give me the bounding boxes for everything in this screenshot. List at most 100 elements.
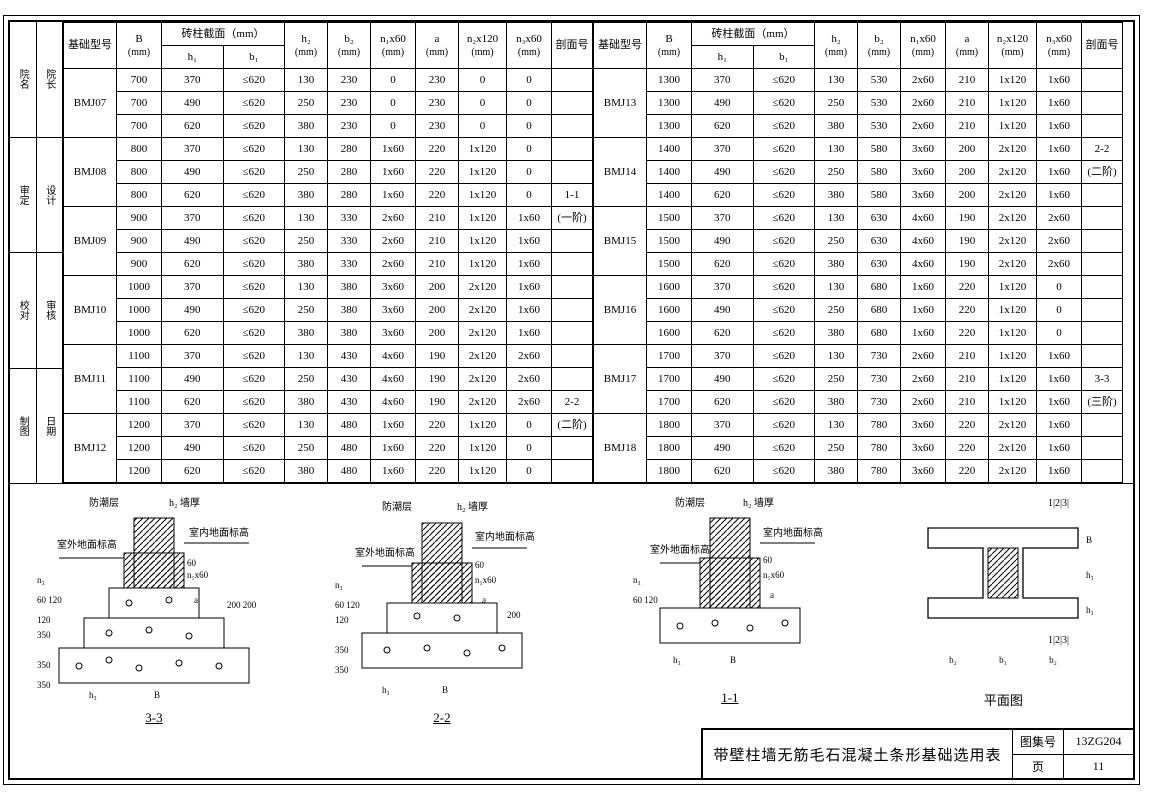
diagram-label: 2-2 <box>433 710 450 726</box>
svg-text:60 120: 60 120 <box>335 600 360 610</box>
svg-text:h₃: h₃ <box>673 655 681 665</box>
table-row: 1000490≤6202503803x602002x1201x60 <box>64 299 593 322</box>
svg-text:b₂: b₂ <box>950 655 958 665</box>
table-row: 700490≤620250230023000 <box>64 92 593 115</box>
svg-text:n₃: n₃ <box>335 580 343 590</box>
table-row: 800620≤6203802801x602201x12001-1 <box>64 184 593 207</box>
foundation-tables: 基础型号B(mm)砖柱截面（mm）h₂(mm)b₂(mm)n₁x60(mm)a(… <box>63 22 1133 483</box>
svg-text:防潮层: 防潮层 <box>675 496 705 509</box>
table-row: BMJ121200370≤6201304801x602201x1200(二阶) <box>64 414 593 437</box>
table-row: 900620≤6203803302x602101x1201x60 <box>64 253 593 276</box>
table-row: 1500620≤6203806304x601902x1202x60 <box>594 253 1123 276</box>
table-row: 800490≤6202502801x602201x1200 <box>64 161 593 184</box>
svg-text:h₃: h₃ <box>382 685 390 695</box>
svg-text:室内地面标高: 室内地面标高 <box>189 526 249 539</box>
svg-text:B: B <box>154 690 160 700</box>
side-label: 日期 <box>37 369 63 484</box>
table-row: 1400490≤6202505803x602002x1201x60(二阶) <box>594 161 1123 184</box>
svg-text:n₁x60: n₁x60 <box>187 570 209 580</box>
side-label: 校对 <box>10 253 37 368</box>
table-row: 1700490≤6202507302x602101x1201x603-3 <box>594 368 1123 391</box>
svg-text:h₃: h₃ <box>1086 605 1094 615</box>
svg-text:n₃: n₃ <box>37 575 45 585</box>
table-row: 700620≤620380230023000 <box>64 115 593 138</box>
svg-text:350: 350 <box>335 665 349 675</box>
svg-text:120: 120 <box>335 615 349 625</box>
svg-text:350: 350 <box>37 680 51 690</box>
svg-text:室内地面标高: 室内地面标高 <box>475 530 535 543</box>
table-row: 1400620≤6203805803x602002x1201x60 <box>594 184 1123 207</box>
svg-text:a: a <box>770 590 774 600</box>
table-row: 1500490≤6202506304x601902x1202x60 <box>594 230 1123 253</box>
svg-text:60: 60 <box>187 558 197 568</box>
left-table: 基础型号B(mm)砖柱截面（mm）h₂(mm)b₂(mm)n₁x60(mm)a(… <box>63 22 593 483</box>
table-row: 1200490≤6202504801x602201x1200 <box>64 437 593 460</box>
svg-text:200 200: 200 200 <box>227 600 257 610</box>
table-row: 1000620≤6203803803x602002x1201x60 <box>64 322 593 345</box>
table-row: 1800620≤6203807803x602202x1201x60 <box>594 460 1123 483</box>
diagram-label: 3-3 <box>145 710 162 726</box>
table-row: BMJ171700370≤6201307302x602101x1201x60 <box>594 345 1123 368</box>
svg-text:防潮层: 防潮层 <box>382 500 412 513</box>
side-label: 审定 <box>10 138 37 253</box>
svg-text:b₂: b₂ <box>1050 655 1058 665</box>
table-row: BMJ131300370≤6201305302x602101x1201x60 <box>594 69 1123 92</box>
table-row: 1300490≤6202505302x602101x1201x60 <box>594 92 1123 115</box>
table-row: 1300620≤6203805302x602101x1201x60 <box>594 115 1123 138</box>
svg-text:1|2|3|: 1|2|3| <box>1048 635 1069 646</box>
svg-text:60: 60 <box>763 555 773 565</box>
table-row: BMJ07700370≤620130230023000 <box>64 69 593 92</box>
side-label: 院名 <box>10 22 37 137</box>
svg-text:室外地面标高: 室外地面标高 <box>650 543 710 556</box>
svg-text:a: a <box>482 595 486 605</box>
table-row: 1600620≤6203806801x602201x1200 <box>594 322 1123 345</box>
table-row: 1100490≤6202504304x601902x1202x60 <box>64 368 593 391</box>
svg-text:60 120: 60 120 <box>37 595 62 605</box>
svg-text:B: B <box>1086 535 1092 545</box>
side-label: 院长 <box>37 22 63 137</box>
code-label: 图集号 <box>1013 730 1064 754</box>
svg-text:60: 60 <box>475 560 485 570</box>
title-block: 带壁柱墙无筋毛石混凝土条形基础选用表 图集号 13ZG204 页 11 <box>701 728 1133 778</box>
right-table: 基础型号B(mm)砖柱截面（mm）h₂(mm)b₂(mm)n₁x60(mm)a(… <box>593 22 1123 483</box>
diagram-3-3: 防潮层 h₂ 墙厚 室外地面标高 室内地面标高 60 n₁x60 a 200 2… <box>10 484 298 726</box>
table-row: 1100620≤6203804304x601902x1202x602-2 <box>64 391 593 414</box>
svg-text:h₃: h₃ <box>89 690 97 700</box>
table-row: BMJ09900370≤6201303302x602101x1201x60(一阶… <box>64 207 593 230</box>
svg-text:b₁: b₁ <box>1000 655 1008 665</box>
table-row: 900490≤6202503302x602101x1201x60 <box>64 230 593 253</box>
svg-text:120: 120 <box>37 615 51 625</box>
side-label: 设计 <box>37 138 63 253</box>
revision-strip: 院名 院长 审定 设计 校对 审核 制图 日期 <box>10 22 63 483</box>
side-label: 制图 <box>10 369 37 484</box>
table-row: 1200620≤6203804801x602201x1200 <box>64 460 593 483</box>
table-row: BMJ161600370≤6201306801x602201x1200 <box>594 276 1123 299</box>
svg-text:h₂ 墙厚: h₂ 墙厚 <box>457 500 488 513</box>
table-row: 1800490≤6202507803x602202x1201x60 <box>594 437 1123 460</box>
diagram-1-1: 防潮层 h₂ 墙厚 室外地面标高 室内地面标高 60 n₁x60 a n₃ 60… <box>586 484 874 706</box>
svg-text:a: a <box>194 595 198 605</box>
diagram-label: 1-1 <box>721 690 738 706</box>
table-row: BMJ08800370≤6201302801x602201x1200 <box>64 138 593 161</box>
svg-text:n₁x60: n₁x60 <box>475 575 497 585</box>
svg-text:室外地面标高: 室外地面标高 <box>355 546 415 559</box>
svg-text:防潮层: 防潮层 <box>89 496 119 509</box>
svg-text:1|2|3|: 1|2|3| <box>1048 498 1069 509</box>
svg-text:B: B <box>442 685 448 695</box>
table-row: BMJ111100370≤6201304304x601902x1202x60 <box>64 345 593 368</box>
svg-text:350: 350 <box>335 645 349 655</box>
table-row: 1700620≤6203807302x602101x1201x60(三阶) <box>594 391 1123 414</box>
diagram-label: 平面图 <box>984 690 1023 709</box>
page-number: 11 <box>1064 755 1133 779</box>
svg-text:200: 200 <box>507 610 521 620</box>
svg-text:60 120: 60 120 <box>633 595 658 605</box>
svg-text:350: 350 <box>37 660 51 670</box>
side-label: 审核 <box>37 253 63 368</box>
page-label: 页 <box>1013 755 1064 779</box>
table-row: BMJ181800370≤6201307803x602202x1201x60 <box>594 414 1123 437</box>
svg-text:h₂ 墙厚: h₂ 墙厚 <box>169 496 200 509</box>
svg-text:n₁x60: n₁x60 <box>763 570 785 580</box>
diagram-2-2: 防潮层 h₂ 墙厚 室外地面标高 室内地面标高 60 n₁x60 a 200 n… <box>298 484 586 726</box>
drawing-title: 带壁柱墙无筋毛石混凝土条形基础选用表 <box>703 730 1013 778</box>
diagram-plan: 1|2|3| B h₃ h₃ 1|2|3| b₂ b₁ b₂ <box>874 484 1133 709</box>
